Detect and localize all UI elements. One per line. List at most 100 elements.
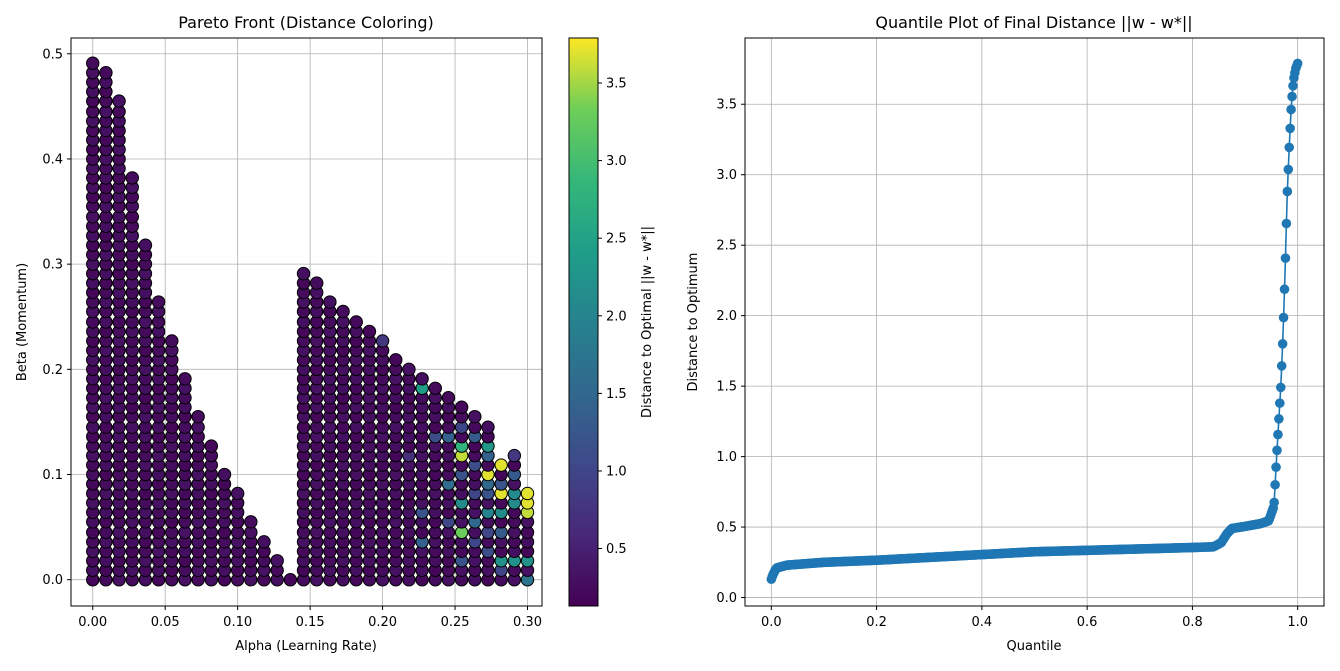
pareto-panel: Pareto Front (Distance Coloring) 0.00 0.0…	[15, 13, 543, 654]
quantile-grid	[745, 38, 1324, 606]
pareto-point	[204, 439, 219, 453]
pareto-point	[151, 295, 166, 309]
quantile-y-tick-label: 0.0	[716, 591, 737, 606]
pareto-point	[454, 400, 469, 414]
quantile-point	[1278, 312, 1289, 323]
quantile-point	[1283, 164, 1294, 175]
pareto-x-tick-label: 0.30	[513, 615, 542, 630]
quantile-point	[1276, 361, 1287, 371]
pareto-point	[244, 515, 258, 529]
pareto-axes-frame	[70, 37, 543, 607]
quantile-point	[1280, 253, 1291, 263]
pareto-y-label: Beta (Momentum)	[15, 263, 30, 381]
quantile-point	[1284, 142, 1295, 153]
quantile-point	[1275, 382, 1286, 393]
pareto-point	[99, 66, 113, 80]
colorbar-tick-label: 1.0	[606, 464, 627, 479]
pareto-point	[362, 324, 377, 339]
colorbar-tick-label: 2.0	[606, 309, 627, 324]
colorbar-label: Distance to Optimal ||w - w*||	[640, 226, 655, 418]
pareto-y-tick-label: 0.5	[42, 47, 63, 62]
pareto-point	[336, 304, 350, 319]
quantile-axes-frame	[744, 37, 1325, 607]
pareto-point	[191, 409, 205, 424]
pareto-point	[296, 266, 311, 281]
pareto-points	[86, 56, 535, 587]
pareto-point	[230, 486, 245, 501]
pareto-y-ticks: 0.0 0.1 0.2 0.3 0.4 0.5	[42, 47, 71, 588]
quantile-points	[766, 58, 1303, 585]
quantile-y-ticks: 0.0 0.5 1.0 1.5 2.0 2.5 3.0 3.5	[716, 98, 745, 606]
quantile-y-tick-label: 3.0	[716, 168, 737, 183]
pareto-x-tick-label: 0.20	[368, 615, 397, 630]
colorbar-ticks: 0.5 1.0 1.5 2.0 2.5 3.0 3.5	[598, 77, 627, 557]
pareto-point	[494, 458, 508, 472]
pareto-x-tick-label: 0.25	[441, 615, 470, 630]
colorbar-tick-label: 3.5	[606, 77, 627, 92]
pareto-point	[310, 276, 324, 290]
pareto-point	[270, 554, 284, 568]
quantile-point	[1282, 186, 1293, 197]
quantile-x-tick-label: 1.0	[1287, 615, 1308, 630]
quantile-y-tick-label: 1.5	[716, 380, 737, 395]
quantile-x-label: Quantile	[1007, 639, 1062, 654]
pareto-x-tick-label: 0.15	[296, 615, 325, 630]
quantile-y-tick-label: 2.0	[716, 309, 737, 324]
quantile-series-line	[770, 63, 1299, 580]
colorbar-tick-label: 1.5	[606, 387, 627, 402]
pareto-point	[138, 238, 153, 252]
colorbar-tick-label: 0.5	[606, 542, 627, 557]
pareto-point	[415, 372, 429, 386]
quantile-x-tick-label: 0.6	[1077, 615, 1098, 630]
pareto-point	[349, 315, 363, 329]
pareto-y-tick-label: 0.3	[42, 258, 63, 273]
quantile-title: Quantile Plot of Final Distance ||w - w*…	[875, 13, 1192, 32]
pareto-x-ticks: 0.00 0.05 0.10 0.15 0.20 0.25 0.30	[78, 606, 542, 630]
pareto-point	[389, 353, 403, 367]
quantile-point	[1271, 462, 1281, 472]
pareto-point	[283, 573, 298, 587]
pareto-point	[178, 372, 192, 386]
pareto-x-tick-label: 0.05	[151, 615, 180, 630]
quantile-point	[1275, 398, 1285, 408]
quantile-x-ticks: 0.0 0.2 0.4 0.6 0.8 1.0	[761, 606, 1308, 630]
pareto-point	[520, 486, 535, 501]
quantile-point	[1270, 479, 1280, 490]
quantile-y-tick-label: 1.0	[716, 450, 737, 465]
pareto-point	[323, 295, 337, 309]
pareto-title: Pareto Front (Distance Coloring)	[178, 13, 434, 32]
pareto-y-tick-label: 0.1	[42, 468, 63, 483]
quantile-x-tick-label: 0.8	[1182, 615, 1203, 630]
quantile-panel: Quantile Plot of Final Distance ||w - w*…	[686, 13, 1325, 654]
quantile-point	[1273, 429, 1283, 440]
quantile-y-tick-label: 3.5	[716, 98, 737, 113]
colorbar-gradient	[568, 37, 599, 607]
quantile-point	[1269, 497, 1279, 508]
quantile-point	[1281, 218, 1292, 229]
quantile-point	[1279, 284, 1290, 295]
colorbar-tick-label: 2.5	[606, 232, 627, 247]
quantile-point	[1287, 91, 1297, 102]
colorbar-tick-label: 3.0	[606, 154, 627, 169]
colorbar: 0.5 1.0 1.5 2.0 2.5 3.0 3.5 Distance to Optima…	[568, 37, 655, 607]
quantile-x-tick-label: 0.0	[761, 615, 782, 630]
pareto-y-tick-label: 0.2	[42, 363, 63, 378]
pareto-point	[468, 409, 482, 424]
quantile-y-tick-label: 2.5	[716, 239, 737, 254]
pareto-point	[428, 381, 442, 395]
quantile-point	[1272, 445, 1282, 456]
quantile-x-tick-label: 0.4	[972, 615, 993, 630]
quantile-point	[1274, 414, 1284, 424]
pareto-point	[402, 362, 416, 377]
pareto-x-tick-label: 0.00	[78, 615, 107, 630]
quantile-point	[1277, 339, 1288, 349]
quantile-y-tick-label: 0.5	[716, 521, 737, 536]
pareto-point	[257, 535, 271, 549]
quantile-point	[1286, 104, 1296, 115]
pareto-point	[375, 334, 390, 348]
pareto-point	[165, 334, 179, 348]
pareto-x-tick-label: 0.10	[223, 615, 252, 630]
pareto-point	[112, 94, 126, 108]
quantile-point	[1292, 58, 1303, 69]
quantile-point	[1288, 81, 1298, 91]
